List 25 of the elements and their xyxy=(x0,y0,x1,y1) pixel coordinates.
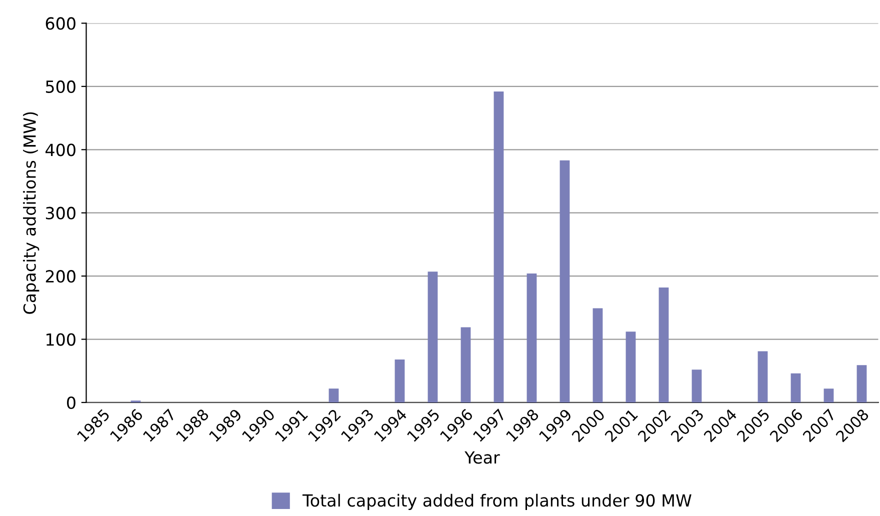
bar xyxy=(526,274,537,402)
bar xyxy=(658,287,669,402)
x-axis-title: Year xyxy=(464,451,500,464)
y-tick-label: 300 xyxy=(46,206,76,220)
y-tick-label: 400 xyxy=(46,144,76,156)
bar xyxy=(394,359,405,402)
bar xyxy=(328,388,339,402)
bar xyxy=(790,373,801,402)
bar xyxy=(626,332,636,402)
y-tick-label: 0 xyxy=(67,396,76,410)
bar xyxy=(692,370,702,402)
bar xyxy=(460,327,471,402)
y-tick-label: 100 xyxy=(46,333,76,346)
bar xyxy=(494,91,504,402)
legend-label: Total capacity added from plants under 90 MW xyxy=(302,494,692,510)
bar xyxy=(428,272,438,402)
y-tick-label: 200 xyxy=(46,270,76,283)
bar xyxy=(824,388,834,402)
y-tick-label: 600 xyxy=(46,17,76,30)
bar xyxy=(592,308,603,402)
y-tick-label: 500 xyxy=(46,80,76,93)
bar xyxy=(758,351,768,402)
bar xyxy=(856,365,867,402)
y-axis-title: Capacity additions (MW) xyxy=(23,112,40,314)
bar xyxy=(560,160,570,402)
